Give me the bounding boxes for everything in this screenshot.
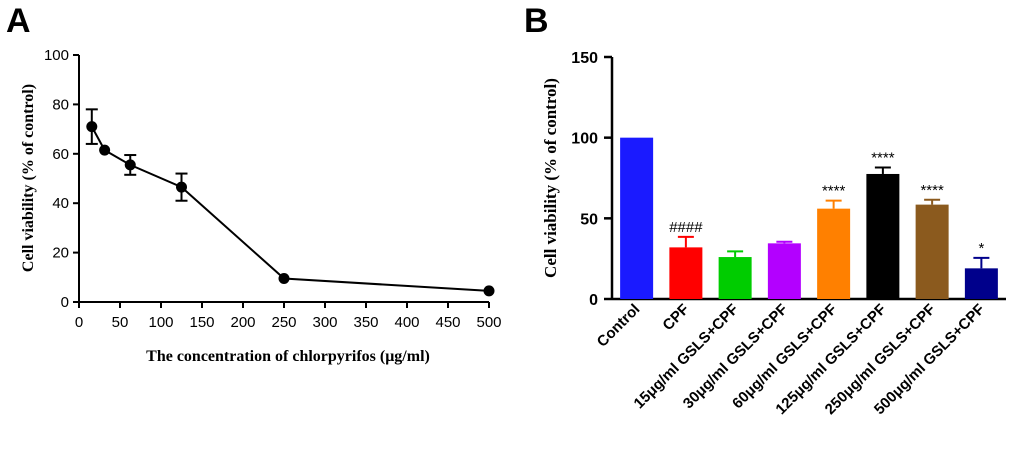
data-point-a	[483, 285, 495, 297]
y-tick-label-a: 0	[61, 294, 69, 311]
x-tick-label-a: 500	[476, 314, 501, 331]
data-point-a	[124, 159, 136, 171]
x-axis-title-a: The concentration of chlorpyrifos (μg/ml…	[146, 348, 430, 365]
significance-label: ****	[871, 150, 895, 167]
bar	[964, 268, 998, 299]
data-point-a	[176, 181, 187, 193]
data-point-a	[278, 273, 290, 285]
category-label: CPF	[659, 301, 692, 334]
panel-b-label: B	[524, 2, 549, 40]
significance-label: ****	[822, 183, 846, 200]
bar	[915, 204, 949, 299]
y-tick-label-b: 50	[580, 211, 598, 228]
data-point-a	[86, 121, 98, 133]
significance-label: *	[978, 240, 984, 257]
x-tick-label-a: 100	[148, 314, 173, 331]
x-tick-label-a: 50	[112, 314, 129, 331]
bar	[817, 208, 851, 299]
bar	[767, 243, 801, 299]
bar	[866, 173, 900, 299]
y-tick-label-b: 0	[589, 292, 598, 309]
significance-label: ####	[669, 219, 703, 236]
y-tick-label-a: 20	[52, 245, 69, 262]
x-tick-label-a: 450	[435, 314, 460, 331]
y-tick-label-b: 150	[571, 50, 598, 67]
y-tick-label-a: 80	[52, 96, 69, 113]
y-tick-label-a: 100	[44, 47, 69, 64]
panel-a-label: A	[6, 2, 31, 40]
x-tick-label-a: 0	[75, 314, 83, 331]
series-line-a	[90, 126, 490, 292]
bar	[669, 247, 703, 299]
y-tick-label-a: 60	[52, 146, 69, 163]
y-tick-label-b: 100	[571, 131, 598, 148]
x-tick-label-a: 250	[271, 314, 296, 331]
x-tick-label-a: 150	[189, 314, 214, 331]
category-label: Control	[594, 301, 644, 351]
x-tick-label-a: 200	[230, 314, 255, 331]
x-tick-label-a: 350	[353, 314, 378, 331]
x-tick-label-a: 300	[312, 314, 337, 331]
bar	[620, 137, 654, 299]
significance-label: ****	[920, 182, 944, 199]
line-chart-a: 0 20 40 60 80 100 0 50 100 150 200 250 300 350 400 450…	[20, 47, 502, 365]
y-tick-label-a: 40	[52, 195, 69, 212]
data-point-a	[99, 144, 111, 156]
bar	[718, 257, 752, 299]
y-axis-title-a: Cell viability (% of control)	[20, 84, 37, 272]
y-axis-title-b: Cell viability (% of control)	[541, 78, 560, 278]
x-tick-label-a: 400	[394, 314, 419, 331]
